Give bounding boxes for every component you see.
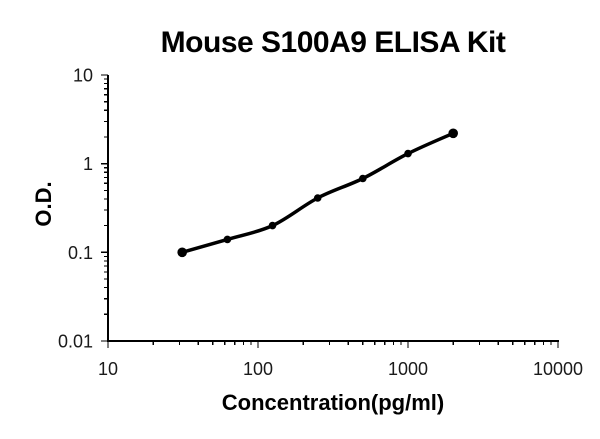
y-tick-label: 1 — [83, 154, 93, 174]
chart-title: Mouse S100A9 ELISA Kit — [160, 26, 506, 59]
data-point-marker — [404, 149, 412, 158]
data-point-marker — [223, 235, 232, 244]
data-point-marker — [313, 194, 322, 202]
x-tick-label: 1000 — [388, 359, 428, 379]
x-tick-label: 10000 — [533, 359, 583, 379]
x-tick-label: 10 — [98, 359, 118, 379]
x-tick-label: 100 — [243, 359, 273, 379]
y-tick-label: 10 — [73, 66, 93, 86]
data-point-marker — [359, 174, 367, 183]
data-point-marker — [268, 221, 277, 230]
data-point-marker — [448, 128, 459, 139]
y-tick-label: 0.1 — [68, 243, 93, 263]
x-axis-title: Concentration(pg/ml) — [221, 390, 445, 415]
data-point-marker — [177, 247, 187, 258]
standard-curve-line — [180, 131, 455, 255]
y-tick-label: 0.01 — [58, 332, 93, 352]
